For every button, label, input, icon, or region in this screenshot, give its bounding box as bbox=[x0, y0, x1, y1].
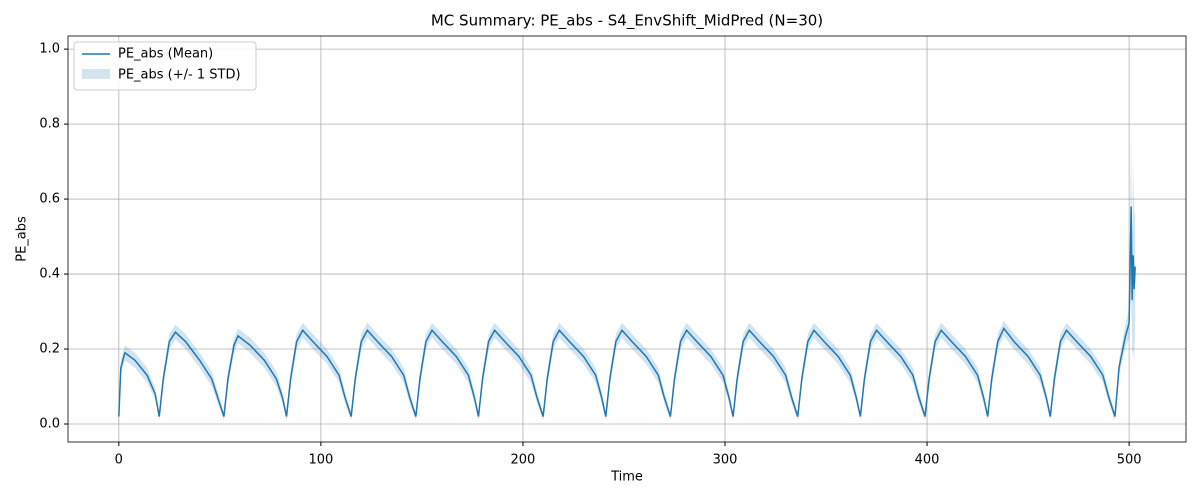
plot-frame bbox=[67, 35, 1187, 443]
chart-title: MC Summary: PE_abs - S4_EnvShift_MidPred… bbox=[431, 12, 823, 31]
y-axis-label: PE_abs bbox=[15, 216, 30, 262]
x-axis-label: Time bbox=[610, 470, 643, 485]
y-tick-label: 0.0 bbox=[39, 417, 60, 432]
x-tick-label: 200 bbox=[511, 453, 536, 468]
y-tick-label: 0.8 bbox=[39, 117, 60, 132]
mean-line bbox=[118, 206, 1136, 417]
y-tick-label: 0.6 bbox=[39, 192, 60, 207]
y-tick-label: 1.0 bbox=[39, 42, 60, 57]
legend-label: PE_abs (Mean) bbox=[118, 47, 213, 62]
y-tick-label: 0.4 bbox=[39, 267, 60, 282]
legend-box bbox=[73, 41, 257, 91]
legend-swatch bbox=[82, 69, 110, 79]
x-tick-label: 400 bbox=[915, 453, 940, 468]
x-tick-label: 0 bbox=[115, 453, 123, 468]
y-tick-label: 0.2 bbox=[39, 342, 60, 357]
x-tick-label: 100 bbox=[308, 453, 333, 468]
x-tick-label: 500 bbox=[1117, 453, 1142, 468]
x-tick-label: 300 bbox=[713, 453, 738, 468]
legend-label: PE_abs (+/- 1 STD) bbox=[118, 68, 241, 83]
